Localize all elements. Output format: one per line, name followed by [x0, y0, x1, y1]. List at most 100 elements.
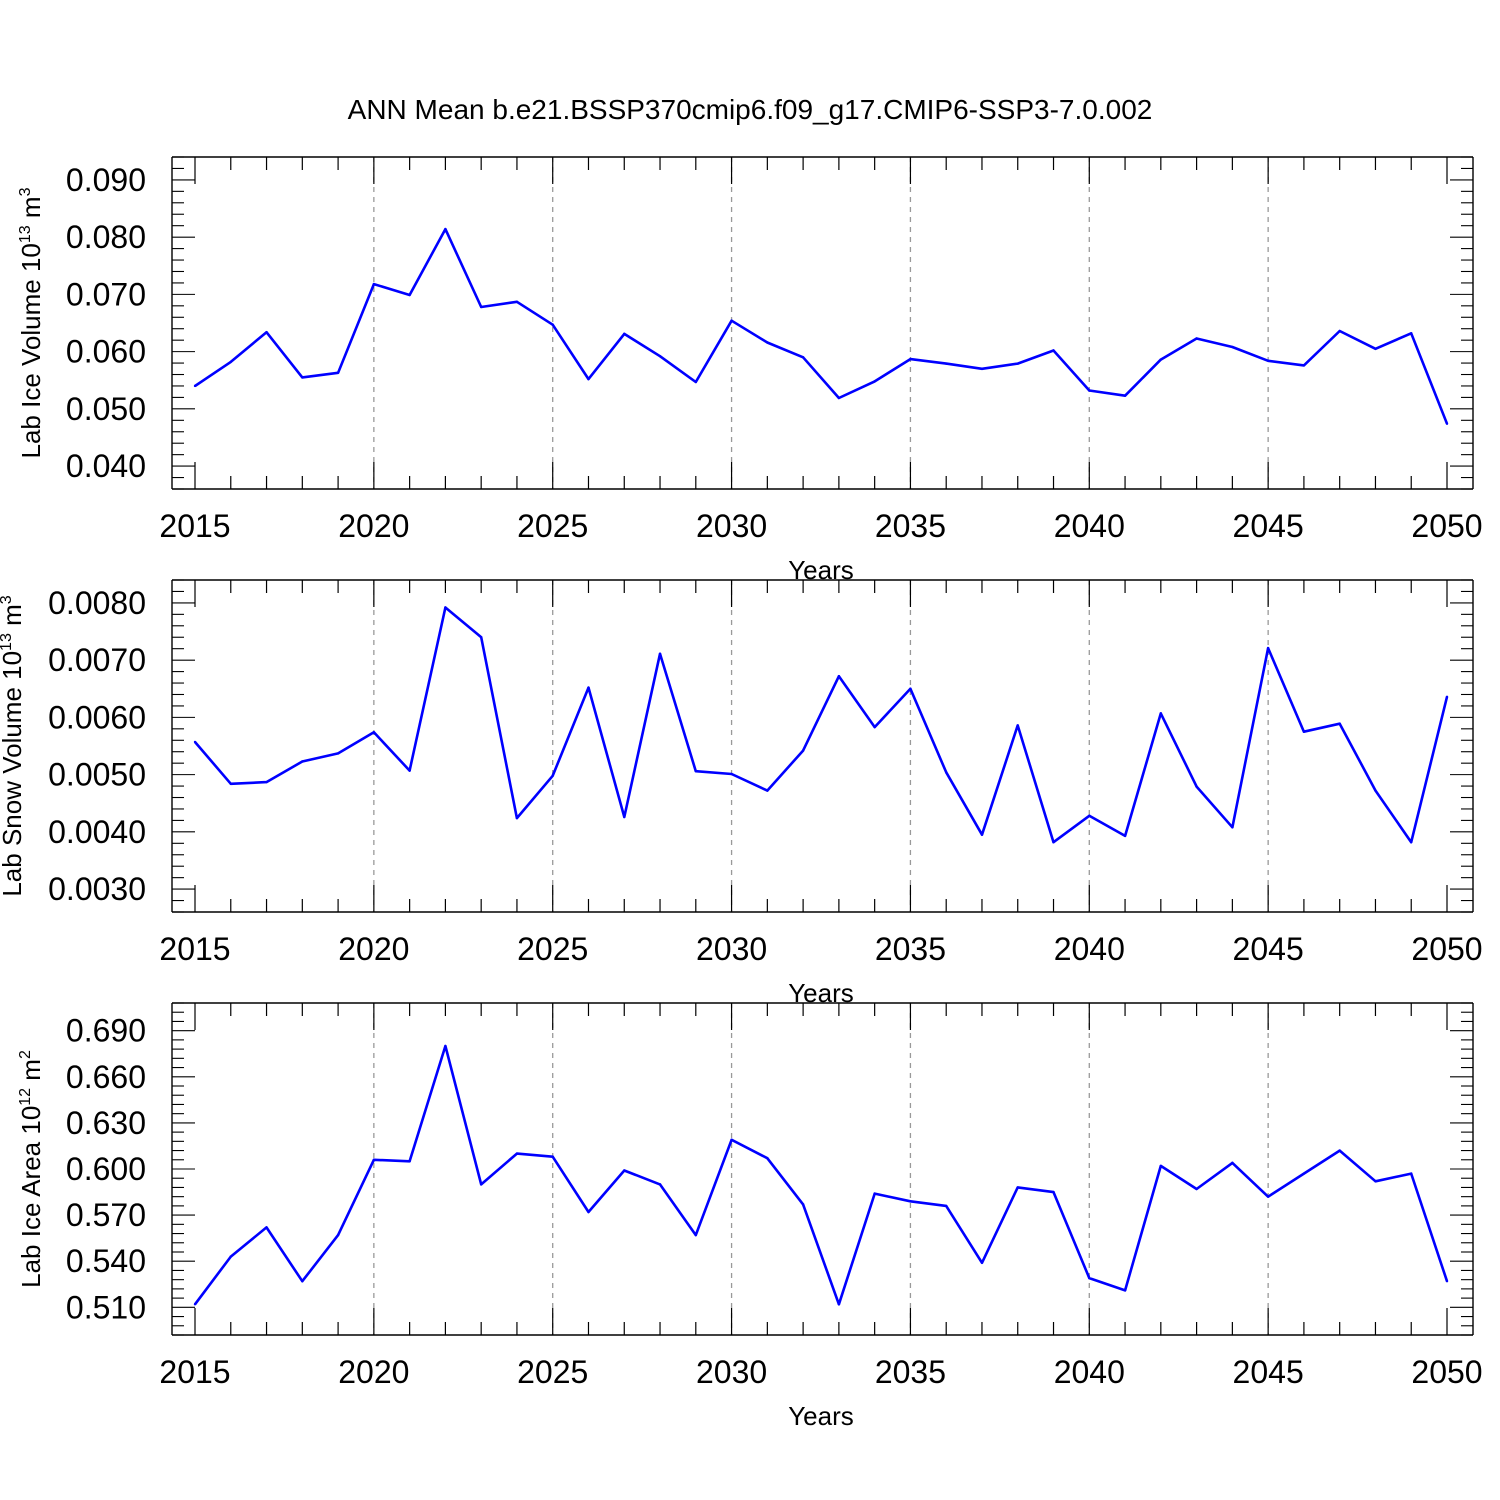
data-point — [515, 300, 519, 304]
y-tick-label: 0.080 — [66, 219, 146, 255]
data-point — [1302, 364, 1306, 367]
data-point — [1338, 1149, 1341, 1152]
data-point — [1088, 1276, 1091, 1280]
figure-title: ANN Mean b.e21.BSSP370cmip6.f09_g17.CMIP… — [348, 94, 1153, 125]
data-point — [837, 1303, 841, 1306]
data-point — [515, 1152, 519, 1155]
data-point — [372, 1158, 376, 1161]
data-point — [193, 740, 197, 744]
data-point — [229, 1255, 232, 1258]
data-point — [336, 752, 340, 755]
data-point — [408, 1160, 411, 1163]
data-point — [730, 319, 733, 322]
panel-2: 2015 2020 2025 2030 2035 2040 2045 2050Years0.0… — [0, 579, 1483, 1008]
x-tick-label: 2040 — [1054, 1354, 1125, 1390]
data-point — [1195, 337, 1198, 340]
data-point — [909, 357, 912, 361]
y-tick-label: 0.600 — [66, 1151, 146, 1187]
y-tick-label: 0.090 — [66, 162, 146, 198]
x-tick-label: 2035 — [875, 508, 946, 544]
x-tick-label: 2035 — [875, 931, 946, 967]
y-tick-label: 0.050 — [66, 391, 146, 427]
data-point — [1445, 422, 1449, 425]
data-point — [301, 760, 304, 763]
data-point — [1016, 362, 1019, 365]
y-tick-label: 0.0070 — [48, 642, 146, 678]
data-point — [909, 687, 912, 690]
x-tick-label: 2025 — [517, 931, 588, 967]
data-point — [336, 1233, 340, 1237]
data-point — [1159, 358, 1163, 361]
data-point — [1266, 359, 1270, 362]
data-point — [730, 772, 733, 776]
data-point — [1338, 722, 1341, 725]
x-tick-label: 2040 — [1054, 508, 1125, 544]
y-tick-label: 0.540 — [66, 1243, 146, 1279]
data-point — [1123, 1289, 1127, 1292]
data-point — [623, 815, 626, 819]
y-tick-label: 0.070 — [66, 276, 146, 312]
data-point — [1123, 394, 1127, 397]
data-point — [551, 774, 554, 777]
data-point — [1374, 1180, 1377, 1183]
data-point — [1374, 347, 1377, 350]
data-point — [479, 1183, 483, 1186]
x-tick-label: 2025 — [517, 1354, 588, 1390]
series-line — [193, 1044, 1449, 1306]
data-point — [1410, 332, 1413, 335]
data-point — [766, 341, 769, 344]
x-tick-label: 2015 — [159, 508, 230, 544]
data-point — [873, 380, 876, 383]
data-point — [1195, 785, 1198, 788]
data-point — [766, 1157, 769, 1160]
series-line — [194, 227, 1449, 425]
data-point — [1302, 1172, 1306, 1175]
data-point — [623, 1169, 626, 1172]
data-point — [1159, 712, 1163, 715]
series-line — [194, 606, 1449, 844]
x-tick-label: 2015 — [159, 1354, 230, 1390]
data-point — [587, 686, 590, 689]
data-point — [1195, 1187, 1198, 1191]
data-point — [229, 360, 232, 364]
y-axis-label: Lab Snow Volume 1013 m3 — [0, 595, 27, 896]
data-point — [1052, 1190, 1055, 1194]
y-tick-label: 0.060 — [66, 334, 146, 370]
x-tick-label: 2020 — [338, 1354, 409, 1390]
data-point — [945, 1204, 948, 1208]
data-point — [408, 769, 411, 772]
x-tick-label: 2025 — [517, 508, 588, 544]
x-axis-label: Years — [788, 1401, 854, 1431]
y-tick-label: 0.0080 — [48, 585, 146, 621]
data-point — [1338, 329, 1341, 333]
x-tick-label: 2015 — [159, 931, 230, 967]
y-axis-label: Lab Ice Area 1012 m2 — [16, 1050, 46, 1288]
data-point — [1052, 349, 1055, 352]
y-tick-label: 0.0050 — [48, 757, 146, 793]
data-point — [479, 636, 483, 639]
data-point — [515, 816, 519, 820]
y-axis-label: Lab Ice Volume 1013 m3 — [16, 187, 46, 458]
data-point — [873, 1192, 876, 1195]
data-point — [372, 731, 376, 734]
x-tick-label: 2045 — [1233, 931, 1304, 967]
data-point — [587, 1210, 590, 1214]
data-point — [408, 293, 411, 297]
data-point — [444, 227, 447, 231]
data-point — [730, 1138, 733, 1141]
data-point — [551, 1155, 554, 1158]
x-tick-label: 2050 — [1411, 931, 1482, 967]
data-point — [444, 606, 447, 609]
y-tick-label: 0.040 — [66, 448, 146, 484]
data-point — [1016, 1186, 1019, 1189]
data-point — [1123, 834, 1127, 838]
data-point — [909, 1200, 912, 1203]
data-point — [694, 380, 697, 384]
y-tick-label: 0.690 — [66, 1013, 146, 1049]
data-point — [1159, 1164, 1163, 1168]
panel-3: 2015 2020 2025 2030 2035 2040 2045 2050 Years 0.5… — [16, 1002, 1483, 1431]
y-tick-label: 0.660 — [66, 1059, 146, 1095]
data-point — [694, 769, 697, 773]
data-point — [301, 1280, 304, 1283]
panels: 2015 2020 2025 2030 2035 2040 2045 2050 Years 0.0… — [0, 156, 1483, 1431]
